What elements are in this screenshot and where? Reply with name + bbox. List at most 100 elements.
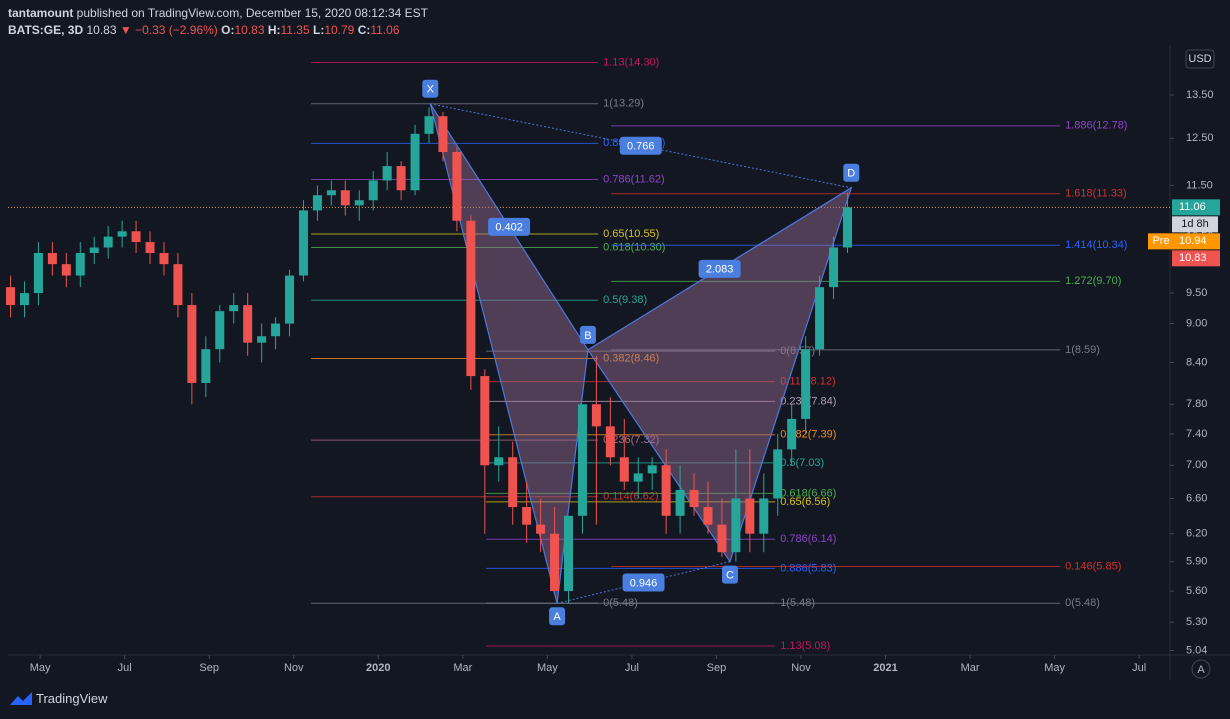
candle-body	[340, 190, 350, 206]
x-tick-label: Nov	[284, 662, 304, 674]
candle-body	[550, 533, 560, 592]
candle-body	[480, 376, 490, 466]
x-tick-label: Nov	[791, 662, 811, 674]
price-label-box	[1172, 199, 1220, 216]
fib-label: 0.5(9.38)	[603, 294, 647, 306]
fib-label: 0.65(6.56)	[780, 496, 830, 508]
candle-body	[19, 293, 29, 306]
candle-body	[815, 287, 825, 350]
candle-body	[661, 465, 671, 516]
y-tick-label: 5.90	[1186, 556, 1207, 568]
ohlc-value: 10.83	[234, 23, 265, 37]
candle-body	[271, 323, 281, 337]
ohlc-value: 11.35	[280, 23, 310, 37]
candle-body	[103, 236, 113, 248]
ohlc-value: 11.06	[370, 23, 400, 37]
candle-body	[145, 242, 155, 253]
candle-body	[508, 457, 518, 508]
price-label: 10.94	[1179, 235, 1207, 247]
logo	[10, 691, 32, 705]
candle-body	[801, 349, 811, 419]
candle-body	[215, 311, 225, 350]
candle-body	[410, 133, 420, 191]
y-tick-label: 9.00	[1186, 317, 1207, 329]
change: ▼ −0.33 (−2.96%)	[119, 23, 218, 37]
pattern-dotted	[430, 103, 852, 189]
candle-body	[159, 252, 169, 265]
point-box	[579, 325, 596, 344]
countdown-box	[1172, 216, 1218, 233]
x-tick-label: May	[1044, 662, 1065, 674]
fib-label: 1.414(10.34)	[1065, 239, 1127, 251]
ratio-label: 0.402	[495, 222, 523, 234]
fib-label: 1(13.29)	[603, 98, 644, 110]
candle-body	[689, 489, 699, 508]
candle-body	[298, 210, 308, 276]
ohlc: O:10.83 H:11.35 L:10.79 C:11.06	[221, 23, 399, 37]
candle-body	[33, 252, 43, 294]
candle-body	[773, 449, 783, 499]
y-tick-label: 5.60	[1186, 585, 1207, 597]
candle-body	[605, 426, 615, 458]
candle-body	[257, 336, 267, 343]
candle-body	[47, 252, 57, 265]
point-label: C	[726, 570, 734, 582]
ratio-label: 0.946	[630, 577, 658, 589]
symbol: BATS:GE, 3D	[8, 23, 84, 37]
x-tick-label: 2020	[366, 662, 390, 674]
fib-label: 0.786(11.62)	[603, 173, 665, 185]
candle-body	[563, 515, 573, 592]
x-tick-label: Jul	[1132, 662, 1146, 674]
price-label: 11.06	[1179, 201, 1206, 213]
candle-body	[243, 305, 253, 343]
candle-body	[647, 465, 657, 474]
fib-label: 0.886(5.83)	[780, 562, 836, 574]
auto-scale-label[interactable]: A	[1197, 664, 1205, 676]
candle-body	[633, 473, 643, 482]
ratio-box	[488, 217, 531, 236]
candle-body	[326, 190, 336, 196]
ratio-label: 2.083	[706, 264, 734, 276]
candle-body	[717, 524, 727, 553]
y-tick-label: 8.40	[1186, 356, 1207, 368]
y-tick-label: 12.50	[1186, 132, 1214, 144]
y-tick-label: 6.60	[1186, 492, 1207, 504]
published: published on TradingView.com, December 1…	[76, 6, 429, 20]
x-tick-label: Sep	[707, 662, 727, 674]
ratio-box	[698, 259, 741, 278]
point-label: B	[584, 330, 591, 342]
fib-label: 1.886(12.78)	[1065, 120, 1127, 132]
currency-box	[1185, 49, 1215, 69]
y-tick-label: 11.50	[1186, 179, 1213, 191]
y-tick-label: 7.00	[1186, 459, 1207, 471]
fib-label: 0.618(10.30)	[603, 241, 665, 253]
price-label-box	[1172, 250, 1220, 267]
x-tick-label: May	[30, 662, 51, 674]
price-label: 10.83	[1179, 252, 1207, 264]
fib-label: 0.146(5.85)	[1065, 560, 1121, 572]
footer: TradingView	[10, 691, 108, 706]
chart: USD A 13.5012.5011.5010.509.509.008.407.…	[6, 45, 1230, 680]
candle-body	[591, 404, 601, 427]
pattern-dotted	[429, 103, 589, 351]
ratio-box	[619, 136, 662, 155]
point-label: X	[427, 84, 435, 96]
ratio-box	[622, 573, 665, 592]
candle-body	[452, 152, 462, 221]
auto-scale-button[interactable]	[1191, 659, 1211, 679]
candle-body	[354, 200, 364, 206]
candle-body	[75, 252, 85, 276]
x-tick-label: Jul	[118, 662, 132, 674]
fib-label: 0(5.48)	[1065, 597, 1100, 609]
author: tantamount	[8, 6, 74, 20]
ratio-label: 0.766	[627, 141, 655, 153]
fib-label: 1(8.59)	[1065, 344, 1100, 356]
pattern-dotted	[587, 187, 852, 351]
ohlc-label: C:	[357, 23, 371, 37]
point-box	[422, 79, 439, 98]
tag: Pre	[1152, 235, 1169, 247]
currency: USD	[1188, 53, 1211, 65]
candle-body	[312, 195, 322, 211]
fib-label: 0.236(7.32)	[603, 434, 659, 446]
fib-label: 0.114(6.62)	[603, 491, 658, 503]
